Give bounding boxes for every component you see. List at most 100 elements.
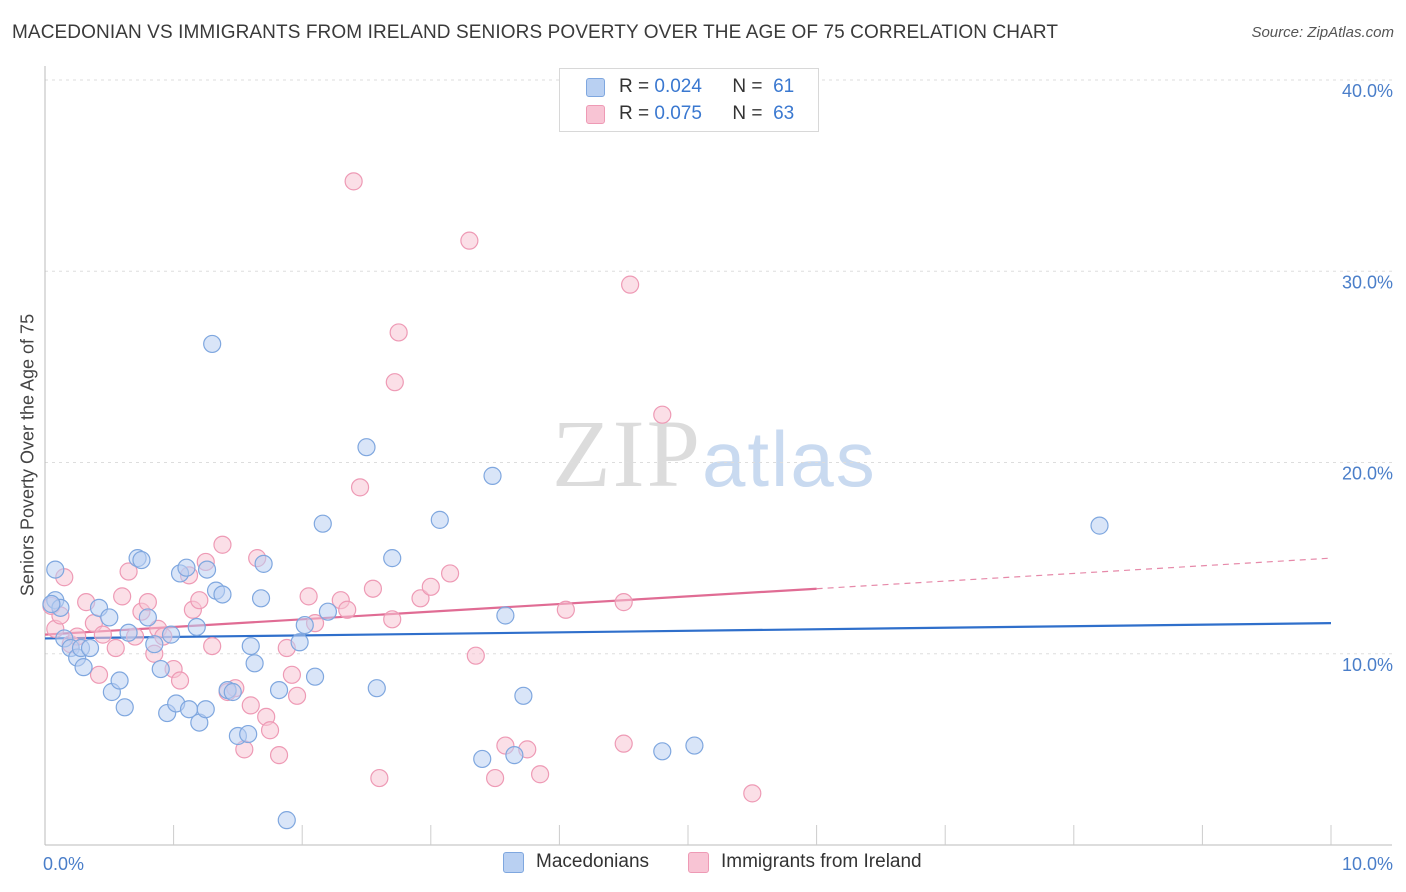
ireland-point [363, 579, 383, 598]
macedonians-point [383, 549, 402, 568]
macedonians-swatch [586, 77, 605, 97]
macedonians-point [100, 608, 119, 627]
macedonians-point [367, 679, 386, 698]
x-tick-label: 0.0% [43, 854, 84, 874]
ireland-point [370, 768, 389, 788]
ireland-point [460, 231, 479, 250]
macedonians-point [197, 560, 217, 579]
legend-macedonians: Macedonians [503, 851, 649, 873]
ireland-point [213, 535, 232, 554]
macedonians-point [514, 686, 533, 705]
macedonians-point [483, 466, 502, 485]
macedonians-point [196, 700, 215, 719]
ireland-point [486, 768, 505, 788]
gridlines [45, 79, 1392, 655]
macedonians-point [115, 698, 134, 717]
y-tick-label: 40.0% [1342, 81, 1393, 101]
legend-macedonians-label: Macedonians [536, 851, 650, 872]
macedonians-point [430, 510, 449, 529]
macedonians-point [496, 606, 515, 625]
r-value: 0.075 [654, 103, 702, 124]
tick-labels: 10.0% 20.0% 30.0% 40.0% 0.0% 10.0% [43, 81, 1393, 874]
ireland-point [653, 405, 672, 424]
ireland-point [287, 686, 307, 705]
ireland-point [440, 564, 460, 583]
watermark-zip: ZIP [552, 400, 702, 507]
macedonians-point [80, 638, 100, 658]
ireland-point [743, 784, 762, 803]
macedonians-point [42, 594, 61, 614]
legend-row-ireland: R = 0.075 N = 63 [586, 102, 794, 126]
data-points [42, 172, 1109, 830]
ireland-swatch [586, 104, 605, 124]
x-tick-label: 10.0% [1342, 854, 1393, 874]
ireland-point [138, 593, 157, 612]
macedonians-trend-line [44, 622, 1332, 640]
macedonians-point [223, 682, 242, 702]
n-value: 63 [773, 103, 795, 124]
ireland-point [385, 373, 404, 392]
ireland-point [389, 323, 408, 342]
ireland-point [466, 646, 485, 665]
ireland-point [421, 577, 440, 596]
ireland-point [556, 600, 575, 619]
ireland-point [299, 587, 318, 606]
ireland-point [119, 562, 138, 581]
ireland-point [614, 734, 633, 753]
macedonians-point [203, 334, 222, 354]
ireland-point [338, 600, 357, 619]
macedonians-point [241, 636, 260, 656]
macedonians-point [290, 633, 309, 652]
macedonians-point [110, 671, 129, 690]
ireland-point [269, 746, 289, 765]
macedonians-point [1090, 516, 1109, 535]
ireland-point [93, 625, 112, 644]
ireland-point [383, 610, 402, 629]
ireland-point [89, 665, 109, 684]
macedonians-point [505, 746, 524, 765]
source-label: Source: ZipAtlas.com [1251, 24, 1394, 41]
r-value: 0.024 [654, 76, 702, 97]
macedonians-point [357, 438, 376, 457]
macedonians-point [151, 659, 170, 679]
ireland-point [106, 638, 125, 658]
ireland-point [531, 765, 550, 784]
macedonians-point [254, 554, 273, 573]
macedonians-point [318, 602, 338, 621]
macedonians-point [187, 617, 206, 637]
ireland-legend-swatch [688, 851, 709, 873]
ireland-trend-extension [816, 557, 1332, 590]
y-tick-label: 20.0% [1342, 464, 1393, 484]
ireland-point [241, 696, 260, 715]
n-value: 61 [773, 76, 795, 97]
macedonians-point [473, 749, 492, 769]
macedonians-point [74, 658, 93, 677]
watermark-atlas: atlas [702, 415, 877, 503]
legend-ireland-label: Immigrants from Ireland [721, 851, 922, 872]
macedonians-point [213, 585, 232, 604]
ireland-point [113, 587, 132, 606]
macedonians-legend-swatch [503, 851, 524, 873]
r-label: R = [619, 103, 650, 124]
correlation-legend: R = 0.024 N = 61 R = 0.075 N = 63 [559, 68, 819, 132]
ireland-point [170, 671, 190, 690]
macedonians-point [177, 558, 196, 577]
ireland-point [260, 721, 280, 740]
n-label: N = [732, 103, 763, 124]
ireland-point [282, 665, 302, 684]
macedonians-point [269, 680, 289, 700]
macedonians-point [295, 615, 314, 635]
macedonians-point [305, 667, 325, 686]
macedonians-point [685, 736, 704, 755]
macedonians-point [251, 589, 271, 608]
r-label: R = [619, 76, 650, 97]
macedonians-point [132, 550, 151, 570]
ireland-point [350, 478, 370, 497]
macedonians-point [653, 742, 672, 761]
watermark: ZIPatlas [552, 398, 877, 509]
ireland-point [344, 172, 363, 191]
macedonians-point [145, 635, 164, 654]
ireland-point [621, 275, 640, 294]
y-tick-label: 10.0% [1342, 655, 1393, 675]
